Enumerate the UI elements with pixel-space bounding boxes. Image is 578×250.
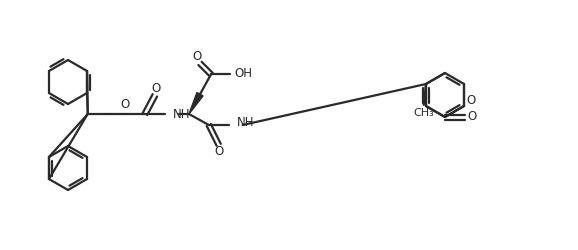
Text: NH: NH <box>236 116 254 130</box>
Text: O: O <box>466 94 476 106</box>
Text: O: O <box>214 145 223 158</box>
Text: OH: OH <box>235 67 253 80</box>
Text: CH₃: CH₃ <box>413 108 434 118</box>
Text: O: O <box>467 110 476 122</box>
Polygon shape <box>189 92 203 114</box>
Text: O: O <box>151 82 161 95</box>
Text: NH: NH <box>173 108 190 120</box>
Text: O: O <box>192 50 202 63</box>
Text: O: O <box>121 98 130 112</box>
